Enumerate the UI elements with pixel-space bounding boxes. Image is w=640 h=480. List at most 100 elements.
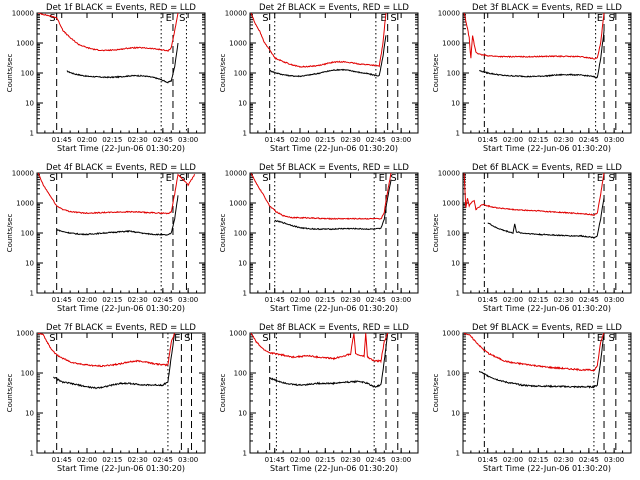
x-tick-label: 02:00 — [503, 456, 523, 464]
panel-title: Det 8f BLACK = Events, RED = LLD — [259, 323, 409, 333]
panel-title: Det 9f BLACK = Events, RED = LLD — [472, 323, 622, 333]
y-tick-label: 100 — [447, 230, 460, 238]
time-marker-label: S — [262, 13, 268, 24]
y-tick-label: 1 — [30, 290, 34, 298]
x-tick-label: 02:30 — [553, 456, 573, 464]
panel-title: Det 2f BLACK = Events, RED = LLD — [259, 3, 409, 13]
panel-title: Det 5f BLACK = Events, RED = LLD — [259, 163, 409, 173]
plot-frame — [462, 172, 632, 294]
panel-5: Det 5f BLACK = Events, RED = LLD 1 10 100 10… — [219, 163, 419, 313]
panel-title: Det 7f BLACK = Events, RED = LLD — [46, 323, 196, 333]
x-axis-label: Start Time (22-Jun-06 01:30:20) — [270, 304, 398, 313]
time-marker-label: S — [608, 333, 614, 344]
lld-series-line — [463, 333, 605, 372]
x-tick-label: 02:30 — [127, 136, 147, 144]
y-tick-label: 100 — [234, 370, 247, 378]
y-axis-label: Counts/sec — [432, 374, 440, 413]
lld-series-line — [250, 13, 387, 69]
y-tick-label: 1000 — [16, 330, 34, 338]
x-tick-label: 03:00 — [604, 296, 624, 304]
time-marker-label: S — [49, 13, 55, 24]
time-marker-label: S — [608, 13, 614, 24]
plot-frame — [36, 332, 206, 454]
x-tick-label: 01:45 — [478, 456, 498, 464]
y-axis-label: Counts/sec — [219, 374, 227, 413]
y-tick-label: 1000 — [229, 200, 247, 208]
time-marker-label: E — [166, 13, 172, 24]
x-tick-label: 02:45 — [366, 456, 386, 464]
x-tick-label: 02:45 — [579, 296, 599, 304]
x-axis-label: Start Time (22-Jun-06 01:30:20) — [270, 144, 398, 153]
y-axis-label: Counts/sec — [219, 214, 227, 253]
x-tick-label: 02:00 — [290, 296, 310, 304]
x-tick-label: 02:15 — [528, 296, 548, 304]
y-tick-label: 1000 — [442, 330, 460, 338]
x-tick-label: 02:45 — [579, 456, 599, 464]
y-tick-label: 1000 — [16, 40, 34, 48]
x-tick-label: 02:45 — [579, 136, 599, 144]
x-axis-label: Start Time (22-Jun-06 01:30:20) — [57, 304, 185, 313]
time-marker-label: E — [166, 173, 172, 184]
y-tick-label: 10 — [25, 260, 34, 268]
x-tick-label: 02:30 — [340, 136, 360, 144]
y-tick-label: 1 — [30, 450, 34, 458]
x-tick-label: 02:15 — [315, 136, 335, 144]
time-marker-label: E — [597, 173, 603, 184]
events-series-line — [269, 35, 387, 78]
events-series-line — [478, 333, 605, 389]
x-tick-label: 01:45 — [52, 456, 72, 464]
y-tick-label: 100 — [447, 370, 460, 378]
panel-1: Det 1f BLACK = Events, RED = LLD 1 10 100 10… — [6, 3, 206, 153]
y-tick-label: 10 — [451, 260, 460, 268]
events-series-line — [56, 195, 179, 236]
y-tick-label: 10 — [451, 100, 460, 108]
x-tick-label: 02:00 — [77, 296, 97, 304]
x-tick-label: 01:45 — [52, 136, 72, 144]
time-marker-label: S — [390, 333, 396, 344]
y-tick-label: 1 — [243, 130, 247, 138]
lld-series-line — [37, 333, 176, 368]
x-axis-label: Start Time (22-Jun-06 01:30:20) — [57, 144, 185, 153]
lld-series-line — [250, 173, 392, 220]
x-tick-label: 02:30 — [553, 296, 573, 304]
y-tick-label: 10000 — [12, 170, 34, 178]
y-tick-label: 10000 — [225, 170, 247, 178]
y-tick-label: 1 — [456, 290, 460, 298]
y-tick-label: 100 — [21, 230, 34, 238]
x-tick-label: 02:30 — [340, 296, 360, 304]
y-axis-label: Counts/sec — [432, 54, 440, 93]
time-marker-label: E — [379, 173, 385, 184]
y-axis-label: Counts/sec — [432, 214, 440, 253]
y-tick-label: 100 — [447, 70, 460, 78]
panel-6: Det 6f BLACK = Events, RED = LLD 1 10 100 10… — [432, 163, 632, 313]
x-tick-label: 02:30 — [127, 296, 147, 304]
x-tick-label: 01:45 — [478, 296, 498, 304]
time-marker-label: S — [49, 333, 55, 344]
events-series-line — [66, 42, 179, 84]
y-tick-label: 1 — [456, 130, 460, 138]
time-marker-label: S — [608, 173, 614, 184]
y-tick-label: 10000 — [438, 170, 460, 178]
x-tick-label: 01:45 — [265, 296, 285, 304]
y-tick-label: 10000 — [438, 10, 460, 18]
x-tick-label: 03:00 — [391, 296, 411, 304]
y-tick-label: 100 — [21, 370, 34, 378]
x-axis-label: Start Time (22-Jun-06 01:30:20) — [483, 144, 611, 153]
x-tick-label: 02:30 — [127, 456, 147, 464]
panel-title: Det 6f BLACK = Events, RED = LLD — [472, 163, 622, 173]
panel-9: Det 9f BLACK = Events, RED = LLD 1 10 100 10… — [432, 323, 632, 473]
y-tick-label: 10 — [25, 410, 34, 418]
y-tick-label: 1000 — [442, 40, 460, 48]
y-axis-label: Counts/sec — [219, 54, 227, 93]
x-tick-label: 02:15 — [315, 456, 335, 464]
x-tick-label: 02:15 — [315, 296, 335, 304]
y-tick-label: 100 — [21, 70, 34, 78]
y-tick-label: 10 — [238, 410, 247, 418]
y-tick-label: 1 — [456, 450, 460, 458]
time-marker-label: S — [262, 333, 268, 344]
time-marker-label: S — [390, 13, 396, 24]
time-marker-label: S — [179, 13, 185, 24]
x-tick-label: 03:00 — [178, 456, 198, 464]
x-tick-label: 02:45 — [366, 296, 386, 304]
